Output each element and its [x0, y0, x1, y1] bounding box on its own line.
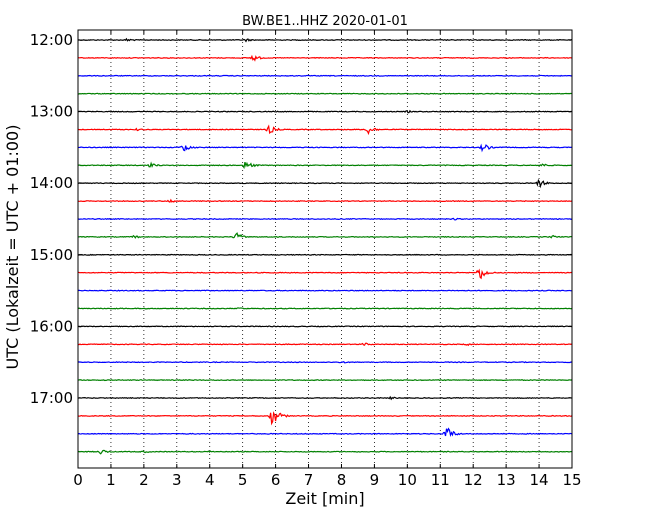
seismic-trace	[77, 268, 573, 280]
x-tick-label: 12	[464, 471, 483, 489]
x-tick-label: 4	[205, 471, 215, 489]
x-tick-label: 11	[431, 471, 450, 489]
seismic-trace	[77, 92, 573, 95]
y-tick-label: 14:00	[30, 174, 73, 192]
seismic-trace	[77, 109, 573, 114]
x-tick-label: 13	[497, 471, 516, 489]
x-tick-label: 14	[530, 471, 549, 489]
seismic-trace	[77, 74, 573, 77]
y-tick-label: 13:00	[30, 103, 73, 121]
seismic-trace	[77, 178, 573, 189]
x-tick-label: 7	[304, 471, 314, 489]
x-tick-label: 2	[139, 471, 149, 489]
y-axis-label: UTC (Lokalzeit = UTC + 01:00)	[3, 125, 22, 370]
seismic-trace	[77, 379, 573, 382]
seismic-trace	[77, 124, 573, 136]
x-tick-label: 0	[73, 471, 83, 489]
seismic-trace	[77, 360, 573, 364]
grid-lines	[110, 30, 540, 468]
seismic-trace	[77, 307, 573, 310]
seismic-trace	[77, 289, 573, 292]
seismic-trace	[77, 411, 573, 426]
seismic-trace	[77, 143, 573, 153]
trace-group	[77, 37, 573, 455]
seismic-trace	[77, 232, 573, 239]
y-tick-label: 16:00	[30, 317, 73, 335]
seismic-trace	[77, 217, 573, 221]
x-tick-label: 1	[106, 471, 116, 489]
x-tick-label: 5	[238, 471, 248, 489]
y-tick-label: 15:00	[30, 246, 73, 264]
x-tick-label: 9	[370, 471, 380, 489]
seismic-trace	[77, 54, 573, 62]
seismic-trace	[77, 37, 573, 43]
seismic-trace	[77, 427, 573, 437]
y-tick-label: 12:00	[30, 31, 73, 49]
chart-title: BW.BE1..HHZ 2020-01-01	[242, 14, 408, 29]
y-tick-label: 17:00	[30, 389, 73, 407]
x-tick-label: 3	[172, 471, 182, 489]
x-tick-label: 15	[562, 471, 581, 489]
seismic-trace	[77, 253, 573, 256]
seismic-trace	[77, 198, 573, 203]
y-axis: 12:00 13:00 14:00 15:00 16:00 17:00	[30, 31, 572, 407]
seismic-trace	[77, 342, 573, 347]
x-tick-label: 10	[398, 471, 417, 489]
seismic-trace	[77, 325, 573, 328]
seismic-trace	[77, 161, 573, 170]
seismic-trace	[77, 449, 573, 455]
x-tick-label: 6	[271, 471, 281, 489]
x-axis-label: Zeit [min]	[285, 489, 364, 508]
plot-frame	[77, 29, 573, 469]
seismic-trace	[77, 395, 573, 401]
x-tick-label: 8	[337, 471, 347, 489]
x-axis: 0 1 2 3 4 5 6 7 8 9 10 11 12 13 14 15	[73, 30, 582, 489]
